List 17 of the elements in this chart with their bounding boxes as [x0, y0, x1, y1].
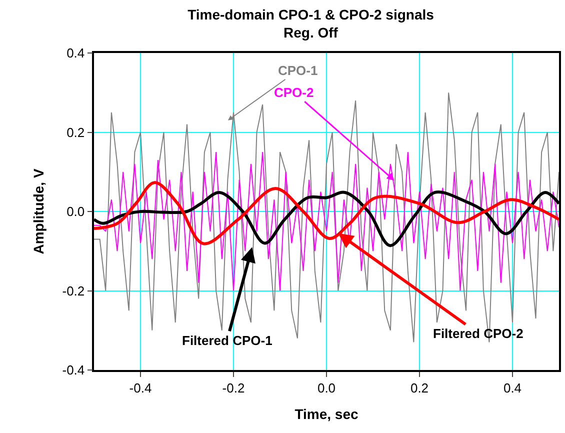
y-tick-label: -0.2 — [62, 283, 85, 298]
chart-subtitle: Reg. Off — [284, 24, 338, 41]
line-series — [94, 181, 559, 246]
x-axis-title: Time, sec — [294, 406, 358, 422]
annotation: CPO-1 — [278, 63, 318, 78]
y-axis-title: Amplitude, V — [30, 168, 46, 254]
annotation: CPO-2 — [274, 85, 314, 100]
y-tick-label: -0.4 — [62, 362, 85, 378]
x-tick-label: 0.4 — [503, 380, 522, 396]
y-tick-label: 0.2 — [66, 124, 85, 140]
x-tick-label: -0.2 — [222, 380, 245, 396]
x-tick-label: 0.2 — [410, 380, 429, 396]
chart-title: Time-domain CPO-1 & CPO-2 signals — [188, 6, 434, 22]
x-tick-label: 0.0 — [317, 380, 336, 396]
y-tick-label: 0.4 — [66, 46, 85, 61]
y-tick-label: 0.0 — [66, 204, 85, 220]
x-tick-label: -0.4 — [129, 380, 152, 396]
